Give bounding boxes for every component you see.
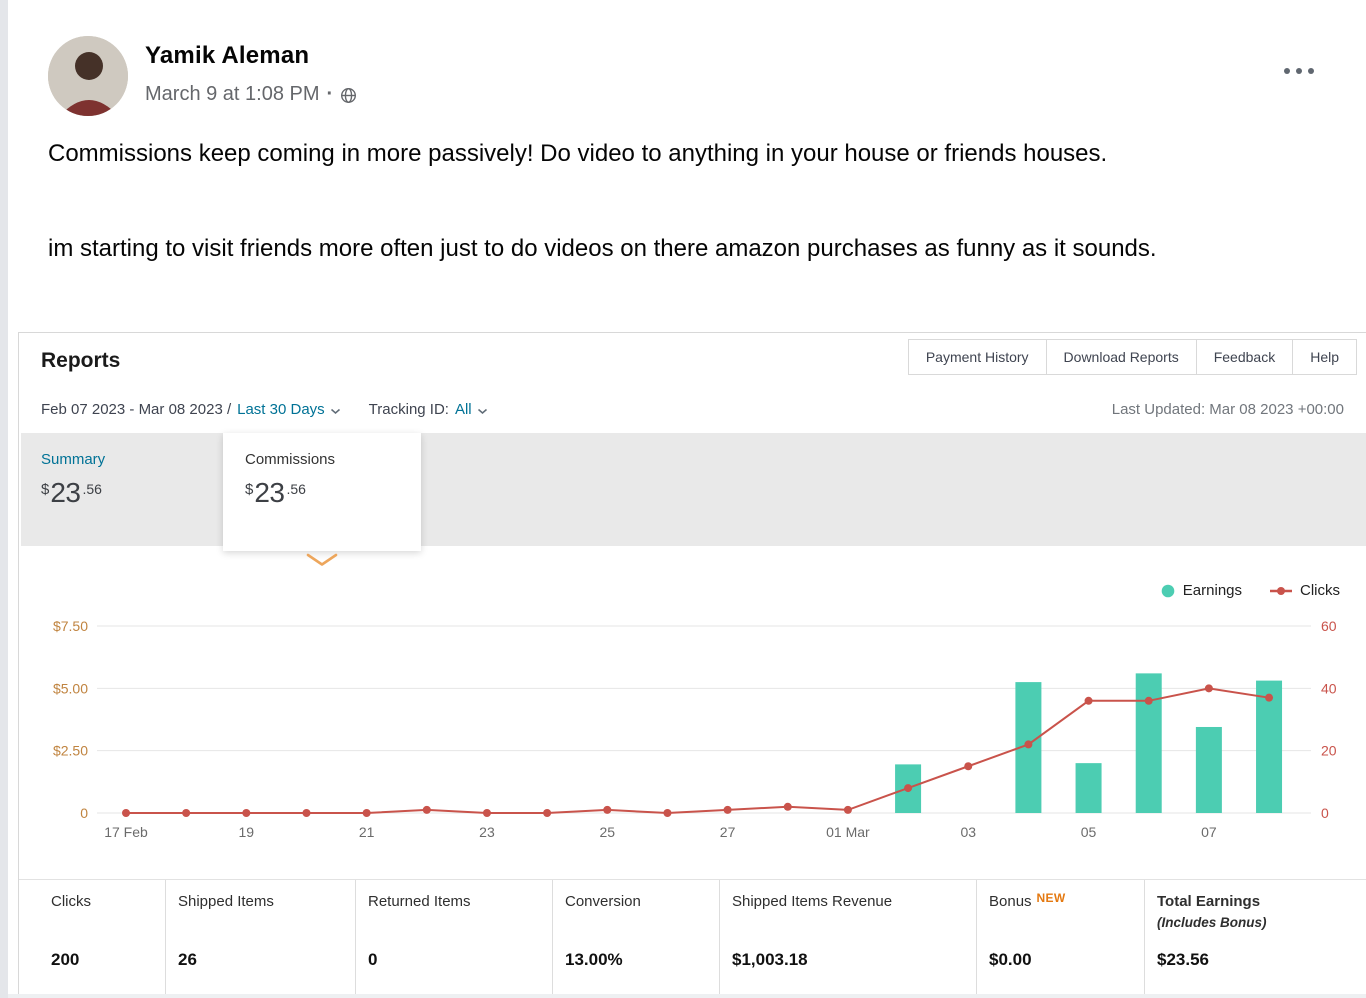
- svg-text:60: 60: [1321, 618, 1337, 634]
- stat-total-earnings: Total Earnings (Includes Bonus) $23.56: [1145, 880, 1366, 995]
- post-paragraph-2: im starting to visit friends more often …: [48, 235, 1157, 262]
- svg-text:20: 20: [1321, 743, 1337, 759]
- chevron-down-icon: [306, 553, 338, 566]
- stat-conversion: Conversion 13.00%: [553, 880, 720, 995]
- svg-text:40: 40: [1321, 680, 1337, 696]
- reports-nav: Payment History Download Reports Feedbac…: [907, 339, 1357, 375]
- clicks-marker-icon: [1270, 586, 1292, 595]
- svg-text:$2.50: $2.50: [53, 743, 88, 759]
- svg-text:05: 05: [1081, 824, 1097, 840]
- summary-tab-strip: Summary $23.56 Commissions $23.56: [21, 433, 1366, 551]
- new-badge: NEW: [1036, 891, 1066, 905]
- amount-cents: .56: [82, 481, 102, 497]
- svg-text:0: 0: [80, 805, 88, 821]
- stat-label: Clicks: [51, 893, 91, 910]
- stat-shipped-items: Shipped Items 26: [166, 880, 356, 995]
- post-header: Yamik Aleman March 9 at 1:08 PM ·: [8, 0, 1366, 130]
- svg-text:$7.50: $7.50: [53, 618, 88, 634]
- stat-value: $23.56: [1157, 950, 1209, 969]
- svg-text:0: 0: [1321, 805, 1329, 821]
- svg-text:19: 19: [239, 824, 255, 840]
- tab-commissions-label: Commissions: [245, 451, 336, 468]
- stat-sublabel: (Includes Bonus): [1157, 915, 1267, 930]
- svg-text:01 Mar: 01 Mar: [826, 824, 870, 840]
- tab-summary-label: Summary: [41, 451, 106, 468]
- svg-text:$5.00: $5.00: [53, 680, 88, 696]
- amazon-associates-reports: Reports Payment History Download Reports…: [18, 332, 1366, 995]
- earnings-marker-icon: [1161, 584, 1175, 597]
- help-button[interactable]: Help: [1292, 339, 1357, 375]
- stat-label: Shipped Items Revenue: [732, 893, 893, 910]
- currency-symbol: $: [41, 481, 50, 498]
- avatar-photo: [48, 36, 128, 116]
- summary-amount: $23.56: [41, 477, 223, 509]
- stat-label: Returned Items: [368, 893, 471, 910]
- svg-text:17 Feb: 17 Feb: [104, 824, 148, 840]
- stat-value: 13.00%: [565, 950, 623, 969]
- reports-page-title: Reports: [41, 349, 121, 372]
- feedback-button[interactable]: Feedback: [1195, 339, 1294, 375]
- date-range-text: Feb 07 2023 - Mar 08 2023 /: [41, 400, 232, 418]
- tab-commissions[interactable]: Commissions $23.56: [223, 433, 421, 551]
- stat-value: 200: [51, 950, 80, 969]
- stat-value: $1,003.18: [732, 950, 808, 969]
- ellipsis-icon: [1296, 68, 1302, 74]
- legend-earnings: Earnings: [1161, 582, 1242, 599]
- chart-legend: Earnings Clicks: [1161, 582, 1340, 599]
- stat-bonus: Bonus NEW $0.00: [977, 880, 1145, 995]
- currency-symbol: $: [245, 481, 254, 498]
- svg-text:07: 07: [1201, 824, 1217, 840]
- date-preset-dropdown[interactable]: Last 30 Days: [237, 400, 325, 418]
- svg-text:23: 23: [479, 824, 495, 840]
- ellipsis-icon: [1308, 68, 1314, 74]
- legend-earnings-label: Earnings: [1182, 582, 1242, 599]
- stat-label: Shipped Items: [178, 893, 274, 910]
- summary-stats-row: Clicks 200 Shipped Items 26 Returned Ite…: [19, 879, 1366, 995]
- amount-dollars: 23: [254, 477, 285, 508]
- post-meta: March 9 at 1:08 PM ·: [145, 83, 357, 106]
- legend-clicks-label: Clicks: [1300, 582, 1340, 599]
- ellipsis-icon: [1284, 68, 1290, 74]
- stat-shipped-items-revenue: Shipped Items Revenue $1,003.18: [720, 880, 977, 995]
- earnings-clicks-chart: $7.50 $5.00 $2.50 0 60 40 20 0 17 Feb 19 21 23 25 27 0…: [53, 618, 1337, 840]
- svg-text:27: 27: [720, 824, 736, 840]
- svg-text:21: 21: [359, 824, 375, 840]
- legend-clicks: Clicks: [1270, 582, 1340, 599]
- chevron-down-icon[interactable]: [477, 402, 488, 419]
- stat-label: Total Earnings: [1157, 893, 1261, 910]
- post-bottom-divider: [8, 994, 1366, 998]
- post-author[interactable]: Yamik Aleman: [145, 42, 310, 69]
- avatar[interactable]: [48, 36, 128, 116]
- stat-value: 26: [178, 950, 197, 969]
- ellipsis-menu-button[interactable]: [1278, 62, 1320, 80]
- tracking-id-dropdown[interactable]: All: [454, 400, 472, 418]
- tracking-id-label: Tracking ID:: [368, 400, 449, 418]
- commissions-amount: $23.56: [245, 477, 421, 509]
- post-paragraph-1: Commissions keep coming in more passivel…: [48, 140, 1108, 167]
- stat-returned-items: Returned Items 0: [356, 880, 553, 995]
- svg-text:25: 25: [599, 824, 615, 840]
- last-updated-text: Last Updated: Mar 08 2023 +00:00: [1111, 400, 1344, 418]
- globe-icon: [340, 87, 357, 104]
- svg-text:03: 03: [960, 824, 976, 840]
- tab-summary[interactable]: Summary $23.56: [21, 433, 223, 546]
- payment-history-button[interactable]: Payment History: [907, 339, 1047, 375]
- stat-value: 0: [368, 950, 378, 969]
- date-filter-row: Feb 07 2023 - Mar 08 2023 / Last 30 Days…: [41, 399, 1344, 419]
- stat-clicks: Clicks 200: [19, 880, 166, 995]
- chevron-down-icon[interactable]: [330, 402, 341, 419]
- stat-label: Conversion: [565, 893, 641, 910]
- amount-cents: .56: [286, 481, 306, 497]
- meta-separator: ·: [326, 83, 334, 105]
- earnings-clicks-chart-panel: Earnings Clicks $7.50 $5.00 $2.50 0 60 40 20 0 1…: [19, 546, 1366, 879]
- download-reports-button[interactable]: Download Reports: [1045, 339, 1197, 375]
- stat-label: Bonus NEW: [989, 891, 1066, 910]
- amount-dollars: 23: [50, 477, 81, 508]
- stat-value: $0.00: [989, 950, 1032, 969]
- post-timestamp[interactable]: March 9 at 1:08 PM: [145, 83, 320, 105]
